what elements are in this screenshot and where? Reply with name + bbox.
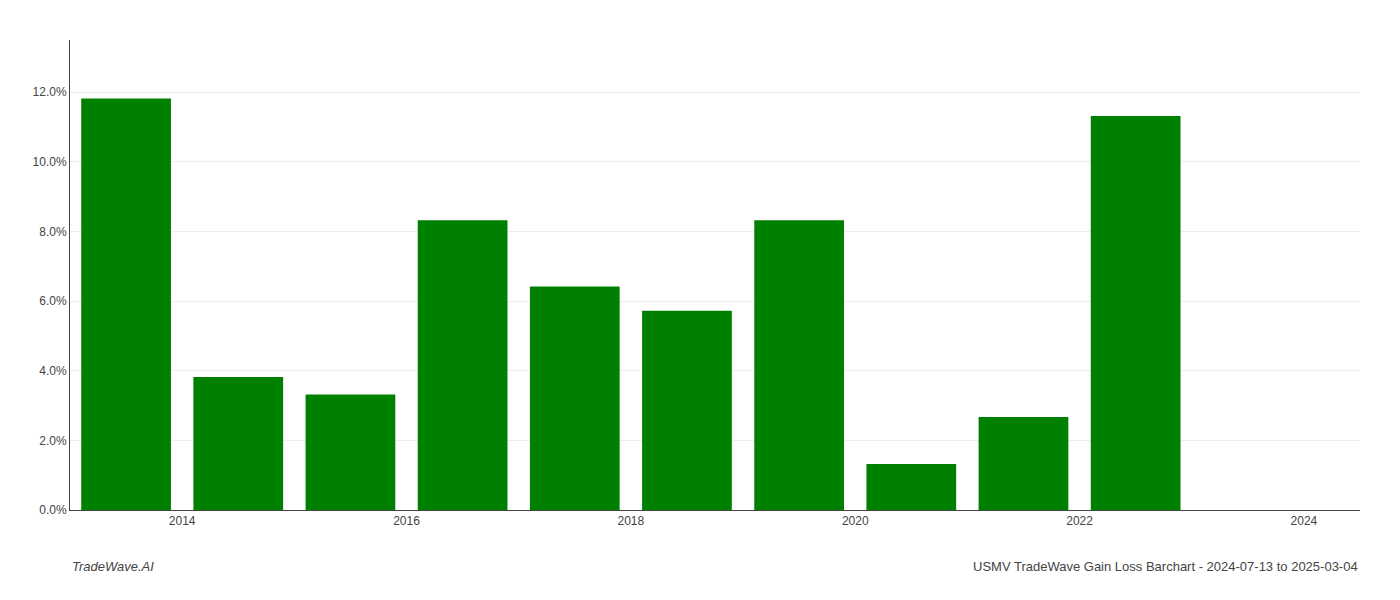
svg-text:2022: 2022 bbox=[1066, 514, 1093, 528]
svg-text:2014: 2014 bbox=[169, 514, 196, 528]
svg-text:USMV TradeWave Gain Loss Barch: USMV TradeWave Gain Loss Barchart - 2024… bbox=[973, 559, 1358, 574]
svg-text:2020: 2020 bbox=[842, 514, 869, 528]
svg-text:2024: 2024 bbox=[1291, 514, 1318, 528]
svg-text:2016: 2016 bbox=[393, 514, 420, 528]
svg-text:6.0%: 6.0% bbox=[39, 294, 67, 308]
svg-text:TradeWave.AI: TradeWave.AI bbox=[72, 559, 154, 574]
svg-text:10.0%: 10.0% bbox=[33, 155, 67, 169]
svg-text:12.0%: 12.0% bbox=[33, 85, 67, 99]
svg-text:0.0%: 0.0% bbox=[39, 503, 67, 517]
svg-text:8.0%: 8.0% bbox=[39, 225, 67, 239]
svg-text:2.0%: 2.0% bbox=[39, 434, 67, 448]
svg-text:2018: 2018 bbox=[618, 514, 645, 528]
svg-text:4.0%: 4.0% bbox=[39, 364, 67, 378]
